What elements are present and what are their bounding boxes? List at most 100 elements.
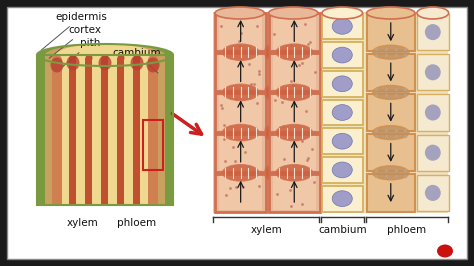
Bar — [219, 55, 262, 89]
Ellipse shape — [373, 85, 409, 99]
Bar — [101, 58, 109, 205]
Ellipse shape — [51, 57, 64, 73]
Bar — [320, 12, 365, 213]
Ellipse shape — [332, 191, 352, 206]
Ellipse shape — [118, 54, 125, 62]
Bar — [322, 71, 363, 97]
Ellipse shape — [373, 126, 409, 140]
Bar — [52, 60, 62, 205]
Text: xylem: xylem — [251, 225, 283, 235]
Ellipse shape — [101, 54, 109, 62]
Ellipse shape — [146, 57, 159, 73]
Bar — [322, 42, 363, 68]
Ellipse shape — [45, 44, 165, 66]
Text: phloem: phloem — [387, 225, 426, 235]
Ellipse shape — [134, 54, 140, 62]
Bar — [417, 175, 449, 211]
Ellipse shape — [425, 105, 441, 120]
Bar — [322, 14, 363, 39]
Ellipse shape — [148, 55, 158, 65]
Ellipse shape — [265, 166, 270, 180]
Ellipse shape — [85, 54, 92, 62]
Bar — [143, 120, 163, 170]
Bar — [215, 13, 266, 51]
Bar — [219, 176, 262, 210]
Ellipse shape — [332, 18, 352, 34]
Text: phloem: phloem — [118, 218, 156, 228]
Ellipse shape — [276, 124, 312, 141]
Ellipse shape — [99, 56, 111, 70]
Ellipse shape — [276, 84, 312, 100]
Bar — [269, 13, 320, 51]
Bar — [213, 12, 320, 213]
Bar — [269, 134, 320, 172]
Bar — [366, 14, 415, 51]
Bar — [215, 134, 266, 172]
Ellipse shape — [265, 45, 270, 59]
Bar — [417, 135, 449, 171]
Ellipse shape — [425, 64, 441, 80]
Text: cambium: cambium — [112, 48, 161, 73]
Bar — [322, 157, 363, 183]
Ellipse shape — [373, 45, 409, 59]
Bar — [273, 15, 316, 49]
Bar — [219, 15, 262, 49]
Bar — [322, 128, 363, 154]
Ellipse shape — [322, 7, 363, 19]
Text: pith: pith — [62, 38, 100, 67]
Bar — [273, 55, 316, 89]
Ellipse shape — [223, 124, 259, 141]
Bar — [37, 55, 173, 205]
Ellipse shape — [52, 55, 62, 65]
Bar — [219, 95, 262, 130]
Bar — [273, 95, 316, 130]
Bar — [366, 54, 415, 91]
Ellipse shape — [425, 24, 441, 40]
Bar — [366, 174, 415, 211]
Bar — [366, 94, 415, 131]
Ellipse shape — [332, 47, 352, 63]
Bar — [148, 60, 158, 205]
Bar — [273, 136, 316, 170]
Text: cambium: cambium — [318, 225, 366, 235]
Bar — [37, 55, 173, 205]
Ellipse shape — [265, 85, 270, 99]
Ellipse shape — [425, 185, 441, 201]
Ellipse shape — [130, 56, 144, 70]
Ellipse shape — [332, 105, 352, 120]
Bar — [85, 58, 92, 205]
Bar — [134, 58, 140, 205]
Bar — [219, 136, 262, 170]
Ellipse shape — [66, 56, 80, 70]
Text: xylem: xylem — [67, 218, 99, 228]
Ellipse shape — [265, 126, 270, 140]
Bar — [215, 174, 266, 212]
Bar — [45, 55, 165, 205]
Bar — [322, 100, 363, 125]
Bar — [417, 14, 449, 50]
Bar — [365, 12, 448, 213]
Ellipse shape — [276, 44, 312, 60]
Ellipse shape — [215, 7, 264, 19]
Ellipse shape — [373, 166, 409, 180]
Bar — [269, 93, 320, 132]
Text: epidermis: epidermis — [41, 12, 107, 50]
Bar — [118, 58, 125, 205]
Ellipse shape — [37, 44, 173, 66]
Bar — [269, 174, 320, 212]
Ellipse shape — [366, 7, 415, 19]
Ellipse shape — [417, 7, 449, 19]
Ellipse shape — [425, 145, 441, 161]
Ellipse shape — [437, 244, 453, 257]
Text: cortex: cortex — [49, 25, 101, 58]
Bar — [417, 94, 449, 131]
Bar — [417, 54, 449, 90]
Ellipse shape — [70, 54, 76, 62]
Bar — [215, 93, 266, 132]
Bar — [55, 55, 155, 205]
Ellipse shape — [276, 165, 312, 181]
Ellipse shape — [223, 84, 259, 100]
Ellipse shape — [55, 44, 155, 66]
Bar — [215, 53, 266, 92]
Ellipse shape — [223, 165, 259, 181]
